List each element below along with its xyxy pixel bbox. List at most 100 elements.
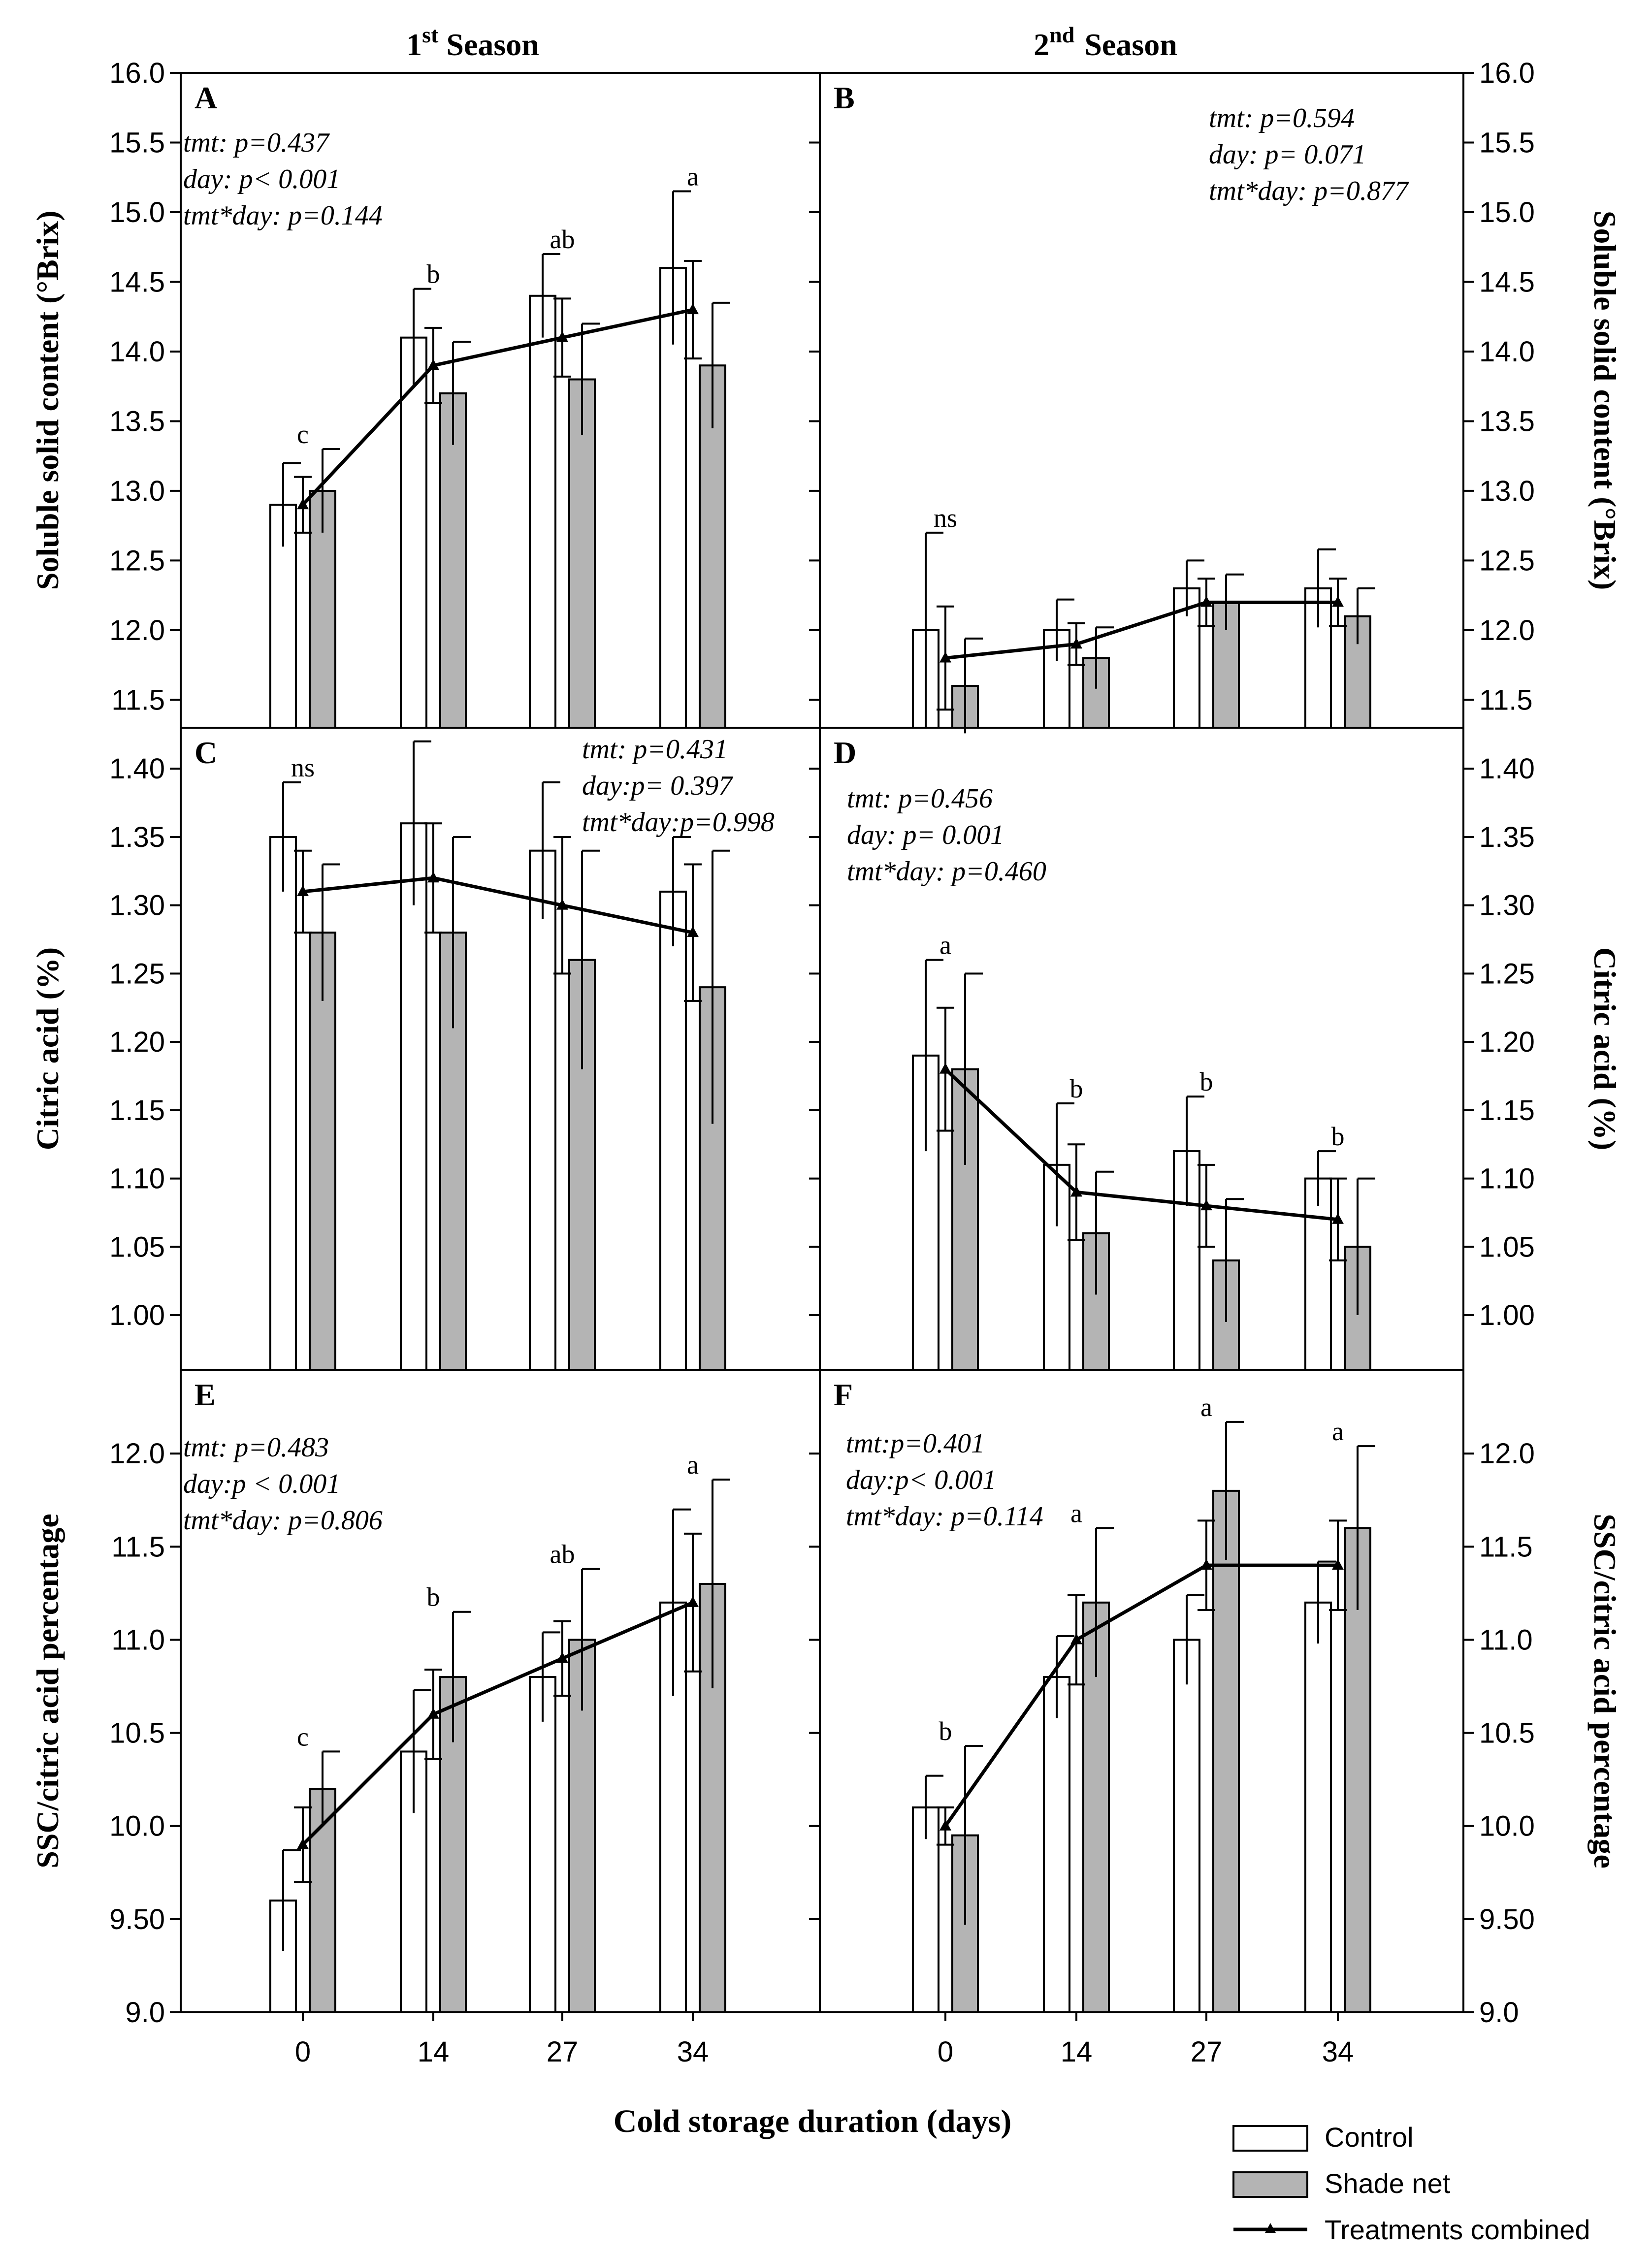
- season-title-1: 1st Season: [406, 22, 539, 62]
- bar-control: [269, 504, 297, 729]
- marker-combined: [427, 1708, 439, 1719]
- y-tick-label: 15.0: [1479, 196, 1535, 228]
- y-tick-label: 1.15: [109, 1095, 165, 1127]
- significance-letter: ab: [550, 1540, 575, 1569]
- stat-line: tmt: p=0.483: [183, 1432, 329, 1463]
- y-tick-label: 13.0: [109, 475, 165, 507]
- line-combined: [944, 1563, 1338, 1827]
- season-title-1-sup: st: [422, 22, 439, 47]
- legend-swatch-control: [1232, 2125, 1308, 2152]
- legend-label-combined: Treatments combined: [1325, 2214, 1590, 2245]
- y-tick-label: 12.0: [1479, 614, 1535, 646]
- x-tick-label: 14: [418, 2036, 450, 2068]
- bar-control: [1173, 1639, 1200, 2013]
- bar-control: [659, 1601, 687, 2014]
- marker-combined: [939, 651, 951, 663]
- significance-letter: a: [1070, 1499, 1082, 1528]
- bar-control: [912, 1806, 939, 2014]
- legend: Control Shade net Treatments combined: [1232, 2122, 1590, 2245]
- stat-line: tmt: p=0.437: [183, 128, 330, 158]
- y-tick-label: 10.0: [1479, 1810, 1535, 1842]
- marker-combined: [1332, 1213, 1344, 1224]
- significance-letter: b: [427, 1582, 440, 1612]
- y-tick-label: 14.5: [1479, 266, 1535, 298]
- marker-combined: [687, 303, 699, 315]
- season-title-2-word: Season: [1084, 27, 1177, 62]
- y-tick-label: 15.0: [109, 196, 165, 228]
- bar-control: [1043, 1676, 1070, 2013]
- y-tick-label: 14.0: [1479, 336, 1535, 368]
- panel-B: 11.5 12.0 12.5 13.0 13.5 14.0 14.5 15.0 15.5 16.0…: [819, 57, 1622, 734]
- significance-letter: ns: [291, 753, 315, 782]
- stat-line: tmt*day: p=0.114: [846, 1501, 1043, 1532]
- significance-letter: c: [297, 419, 309, 449]
- y-tick-label: 11.5: [1479, 1531, 1533, 1563]
- marker-combined: [556, 899, 568, 910]
- bar-control: [269, 836, 297, 1371]
- x-tick-label: 14: [1061, 2036, 1093, 2068]
- panel-C: 1.00 1.05 1.10 1.15 1.20 1.25 1.30 1.35 1.40 Citr…: [30, 727, 821, 1371]
- y-tick-label: 12.5: [1479, 545, 1535, 577]
- y-tick-label: 11.5: [111, 684, 165, 716]
- bar-control: [1304, 1601, 1332, 2014]
- marker-combined: [687, 1596, 699, 1607]
- significance-letter: a: [1332, 1417, 1344, 1446]
- y-tick-label: 15.5: [1479, 127, 1535, 159]
- stat-line: tmt*day: p=0.460: [847, 856, 1046, 887]
- significance-letter: a: [687, 162, 699, 192]
- y-tick-label: 9.0: [1479, 1997, 1519, 2029]
- panel-A: 11.5 12.0 12.5 13.0 13.5 14.0 14.5 15.0 15.5 16.0…: [30, 57, 821, 729]
- y-axis-label: SSC/citric acid percentage: [30, 1514, 65, 1868]
- stat-line: day: p< 0.001: [183, 164, 340, 194]
- panel-label: F: [834, 1377, 853, 1412]
- marker-combined: [1070, 638, 1082, 649]
- panels: 11.5 12.0 12.5 13.0 13.5 14.0 14.5 15.0 15.5 16.0…: [30, 57, 1622, 2068]
- y-tick-label: 10.5: [1479, 1717, 1535, 1749]
- y-tick-label: 15.5: [109, 127, 165, 159]
- line-combined: [301, 308, 693, 506]
- y-tick-label: 14.0: [109, 336, 165, 368]
- legend-marker-combined: [1265, 2223, 1276, 2233]
- x-tick-label: 0: [938, 2036, 953, 2068]
- line-combined: [301, 1601, 694, 1846]
- y-tick-label: 11.5: [1479, 684, 1533, 716]
- stat-line: tmt: p=0.431: [582, 734, 728, 765]
- marker-combined: [1200, 1559, 1212, 1570]
- significance-letter: ab: [550, 225, 575, 254]
- y-tick-label: 11.0: [111, 1624, 165, 1656]
- y-tick-label: 12.0: [109, 1438, 165, 1470]
- y-tick-label: 9.50: [1479, 1903, 1535, 1935]
- significance-letter: b: [939, 1716, 952, 1746]
- marker-combined: [939, 1063, 951, 1074]
- y-tick-label: 13.5: [1479, 405, 1535, 437]
- y-tick-label: 1.30: [109, 890, 165, 922]
- y-tick-label: 1.20: [109, 1026, 165, 1058]
- y-tick-label: 9.0: [125, 1997, 165, 2029]
- y-tick-label: 1.25: [1479, 958, 1535, 990]
- stat-line: tmt*day: p=0.144: [183, 200, 383, 231]
- y-tick-label: 16.0: [1479, 57, 1535, 89]
- marker-combined: [939, 1819, 951, 1831]
- y-tick-label: 1.15: [1479, 1095, 1535, 1127]
- significance-letter: b: [1070, 1074, 1083, 1103]
- y-axis-label: Citric acid (%): [1587, 947, 1622, 1150]
- stat-line: tmt: p=0.594: [1209, 103, 1355, 133]
- marker-combined: [297, 885, 309, 896]
- y-tick-label: 1.20: [1479, 1026, 1535, 1058]
- significance-letter: b: [427, 259, 440, 289]
- bar-control: [529, 849, 556, 1371]
- y-tick-label: 1.40: [1479, 753, 1535, 785]
- y-tick-label: 1.10: [1479, 1163, 1535, 1195]
- legend-label-control: Control: [1325, 2122, 1414, 2153]
- line-combined: [944, 1068, 1338, 1222]
- marker-combined: [556, 1652, 568, 1663]
- stat-line: tmt:p=0.401: [846, 1428, 985, 1459]
- significance-letter: a: [939, 931, 951, 960]
- stat-line: tmt*day:p=0.998: [582, 807, 775, 838]
- bar-control: [1304, 1177, 1332, 1371]
- y-tick-label: 10.0: [109, 1810, 165, 1842]
- stat-line: tmt: p=0.456: [847, 783, 993, 814]
- y-tick-label: 11.5: [111, 1531, 165, 1563]
- marker-combined: [427, 871, 439, 883]
- marker-combined: [297, 1838, 309, 1849]
